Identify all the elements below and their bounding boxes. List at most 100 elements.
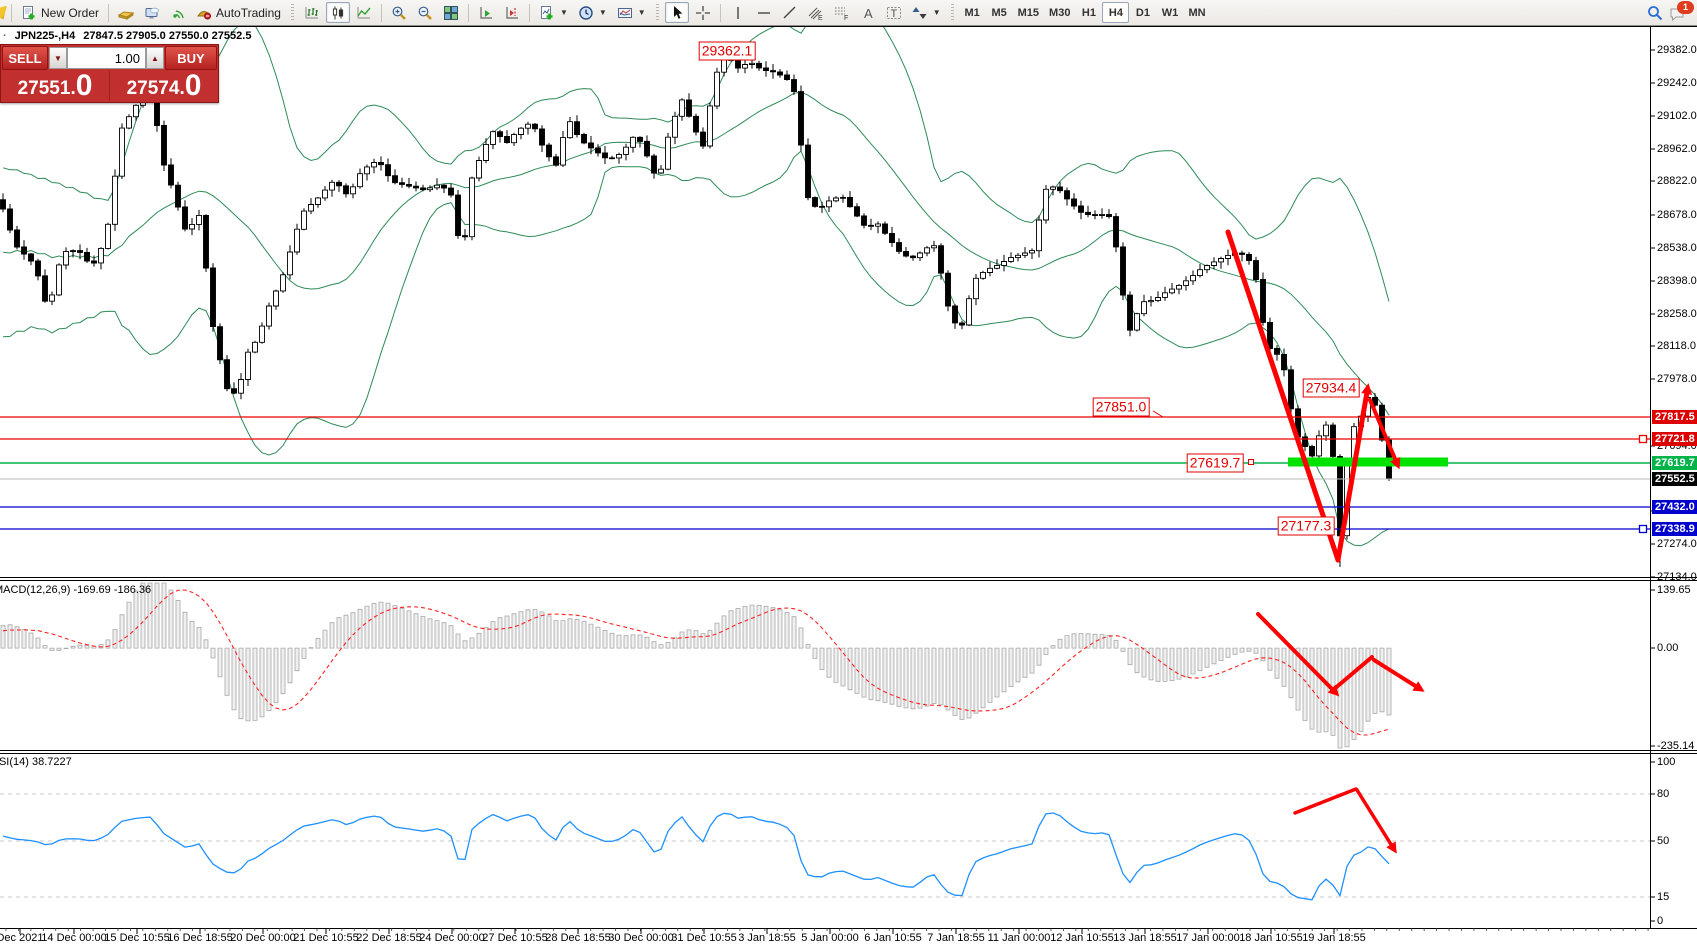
dropdown-caret: ▼ xyxy=(637,8,646,17)
rsi-header: RSI(14) 38.7227 xyxy=(0,756,72,768)
macd-header: MACD(12,26,9) -169.69 -186.36 xyxy=(0,584,151,596)
rsi-name: RSI(14) xyxy=(0,756,29,768)
volume-down-stepper[interactable]: ▼ xyxy=(49,47,67,69)
timeframe-M15[interactable]: M15 xyxy=(1013,2,1044,23)
macd-pane-resize-handle[interactable] xyxy=(0,574,1650,582)
chart-bullet-icon: · xyxy=(3,30,7,42)
buy-price-big: 0 xyxy=(184,69,202,102)
signal-icon xyxy=(173,9,184,18)
sell-price-sep: . xyxy=(70,78,76,99)
chart-shift-icon xyxy=(506,6,518,19)
autotrading-button[interactable]: AutoTrading xyxy=(192,2,285,23)
candlestick-icon xyxy=(332,6,344,19)
zoom-in-icon xyxy=(392,6,406,20)
search-icon[interactable] xyxy=(1647,5,1663,21)
timeframe-H4[interactable]: H4 xyxy=(1102,2,1130,23)
chart-window[interactable]: 29382.0 29242.0 29102.0 28962.0 28822.0 28678… xyxy=(0,26,1697,947)
svg-text:T: T xyxy=(890,8,897,20)
channel-tool-button[interactable]: E xyxy=(804,2,828,23)
timeframe-M5[interactable]: M5 xyxy=(986,2,1013,23)
tile-windows-button[interactable] xyxy=(439,2,463,23)
buy-button[interactable]: BUY xyxy=(165,46,217,70)
cursor-icon xyxy=(673,5,683,19)
auto-scroll-button[interactable] xyxy=(474,2,498,23)
timeframe-D1[interactable]: D1 xyxy=(1129,2,1156,23)
dropdown-caret: ▼ xyxy=(559,8,568,17)
market-watch-button[interactable] xyxy=(114,2,138,23)
indicators-icon xyxy=(540,5,553,19)
timeframe-MN[interactable]: MN xyxy=(1183,2,1210,23)
autotrading-label: AutoTrading xyxy=(216,5,281,20)
timeframe-M30[interactable]: M30 xyxy=(1044,2,1075,23)
text-label-tool-button[interactable]: T xyxy=(882,2,906,23)
text-label-icon: T xyxy=(886,6,901,20)
symbol-ohlc: 27847.5 27905.0 27550.0 27552.5 xyxy=(83,30,252,42)
zoom-out-icon xyxy=(418,6,432,20)
template-icon xyxy=(617,7,632,18)
new-order-label: New Order xyxy=(41,5,100,20)
signals-button[interactable] xyxy=(166,2,190,23)
macd-name: MACD(12,26,9) xyxy=(0,584,71,596)
auto-scroll-icon xyxy=(480,6,492,19)
line-chart-mode-button[interactable] xyxy=(352,2,376,23)
notifications-button[interactable]: 1 xyxy=(1669,0,1694,23)
volume-up-stepper[interactable]: ▲ xyxy=(146,47,164,69)
toolbar-separator xyxy=(528,3,530,22)
sell-button[interactable]: SELL xyxy=(2,46,48,70)
timeframe-H1[interactable]: H1 xyxy=(1075,2,1102,23)
zoom-in-button[interactable] xyxy=(387,2,411,23)
toolbar-separator xyxy=(380,3,382,22)
bar-chart-mode-button[interactable] xyxy=(300,2,324,23)
dropdown-caret: ▼ xyxy=(598,8,607,17)
periods-button[interactable]: ▼ xyxy=(574,2,611,23)
sell-price-big: 0 xyxy=(75,69,93,102)
price-axis[interactable] xyxy=(1650,26,1697,928)
timeframe-toolbar: M1 M5 M15 M30 H1 H4 D1 W1 MN xyxy=(959,2,1211,23)
pencil-icon[interactable] xyxy=(0,5,7,20)
timeframe-W1[interactable]: W1 xyxy=(1156,2,1183,23)
indicators-button[interactable]: ▼ xyxy=(535,2,572,23)
buy-price-main: 27574 xyxy=(126,78,180,99)
templates-button[interactable]: ▼ xyxy=(613,2,650,23)
chart-shift-button[interactable] xyxy=(500,2,524,23)
sell-price-main: 27551 xyxy=(17,78,71,99)
volume-input[interactable]: 1.00 xyxy=(67,47,146,69)
vps-button[interactable] xyxy=(140,2,164,23)
new-order-button[interactable]: New Order xyxy=(17,2,103,23)
candlestick-mode-button[interactable] xyxy=(325,2,350,23)
fibonacci-tool-button[interactable]: F xyxy=(830,2,854,23)
clock-icon xyxy=(579,5,593,20)
line-chart-icon xyxy=(357,6,371,18)
timeframe-M1[interactable]: M1 xyxy=(959,2,986,23)
toolbar-separator xyxy=(11,3,12,22)
zoom-out-button[interactable] xyxy=(413,2,437,23)
arrows-tool-button[interactable]: ▼ xyxy=(908,2,945,23)
toolbar: New Order xyxy=(0,0,1697,26)
time-axis[interactable] xyxy=(0,928,1650,947)
cursor-tool-button[interactable] xyxy=(664,2,689,23)
trendline-tool-button[interactable] xyxy=(778,2,802,23)
toolbar-grip xyxy=(950,3,954,22)
horizontal-line-icon xyxy=(757,11,770,14)
new-order-icon xyxy=(23,5,35,19)
crosshair-tool-button[interactable] xyxy=(691,2,715,23)
horizontal-line-tool-button[interactable] xyxy=(752,2,776,23)
vertical-line-icon xyxy=(737,6,739,19)
trade-panel-prices: 27551. 0 27574. 0 xyxy=(1,71,218,101)
text-tool-button[interactable]: A xyxy=(856,2,880,23)
vertical-line-tool-button[interactable] xyxy=(726,2,750,23)
crosshair-icon xyxy=(695,5,710,20)
text-icon: A xyxy=(864,6,873,21)
one-click-trade-panel: SELL ▼ 1.00 ▲ BUY 27551. 0 27574. 0 xyxy=(0,44,219,103)
toolbar-separator xyxy=(108,3,110,22)
symbol-name: JPN225-,H4 xyxy=(14,30,76,42)
fibonacci-icon: F xyxy=(834,7,848,21)
toolbar-grip xyxy=(655,3,659,22)
rsi-pane-resize-handle[interactable] xyxy=(0,747,1650,755)
tile-windows-icon xyxy=(443,5,458,20)
symbol-header: · JPN225-,H4 27847.5 27905.0 27550.0 275… xyxy=(3,30,251,42)
sell-price: 27551. 0 xyxy=(1,71,109,101)
svg-text:F: F xyxy=(844,15,848,21)
